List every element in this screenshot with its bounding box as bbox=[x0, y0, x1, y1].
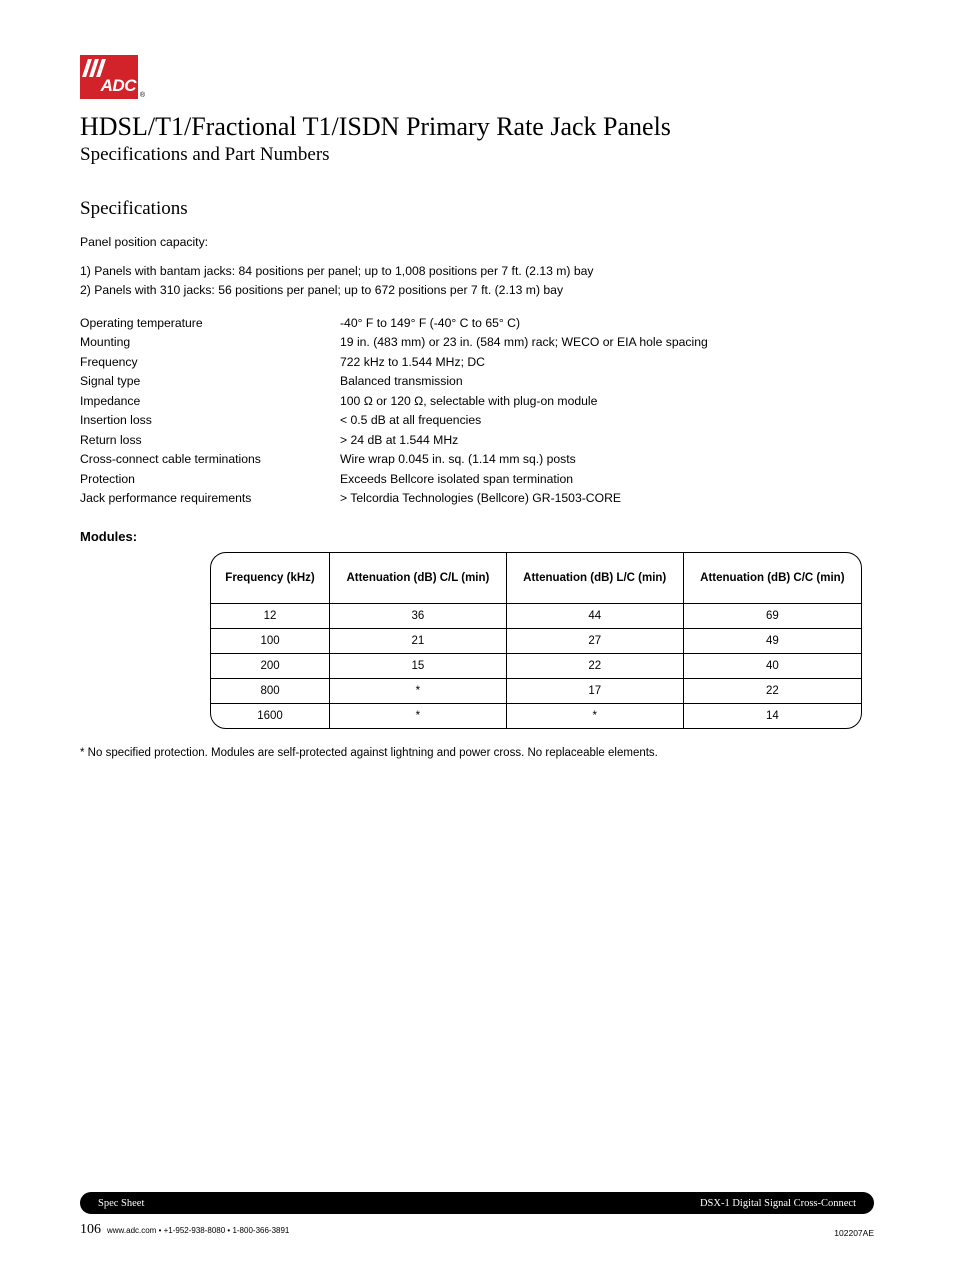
col-header: Attenuation (dB) C/C (min) bbox=[683, 553, 861, 604]
spec-label: Frequency bbox=[80, 353, 340, 373]
spec-value: Wire wrap 0.045 in. sq. (1.14 mm sq.) po… bbox=[340, 450, 874, 470]
spec-row: Cross-connect cable terminationsWire wra… bbox=[80, 450, 874, 470]
col-header: Frequency (kHz) bbox=[211, 553, 330, 604]
cell: 800 bbox=[211, 678, 330, 703]
spec-label: Operating temperature bbox=[80, 314, 340, 334]
spec-label: Return loss bbox=[80, 431, 340, 451]
spec-label: Protection bbox=[80, 470, 340, 490]
footer-left: Spec Sheet bbox=[98, 1198, 144, 1209]
spec-list: Operating temperature-40° F to 149° F (-… bbox=[80, 314, 874, 509]
col-header: Attenuation (dB) C/L (min) bbox=[330, 553, 507, 604]
capacity-list: 1) Panels with bantam jacks: 84 position… bbox=[80, 263, 874, 300]
adc-logo: ADC ® bbox=[80, 55, 138, 99]
page-number: 106 bbox=[80, 1222, 101, 1238]
cell: 12 bbox=[211, 603, 330, 628]
table-footnote: * No specified protection. Modules are s… bbox=[80, 745, 874, 761]
page-title: HDSL/T1/Fractional T1/ISDN Primary Rate … bbox=[80, 113, 874, 142]
table-header-row: Frequency (kHz) Attenuation (dB) C/L (mi… bbox=[211, 553, 861, 604]
spec-label: Impedance bbox=[80, 392, 340, 412]
pub-label: www.adc.com • +1-952-938-8080 • 1-800-36… bbox=[107, 1226, 289, 1235]
cell: 1600 bbox=[211, 703, 330, 728]
cell: 15 bbox=[330, 653, 507, 678]
cell: 44 bbox=[506, 603, 683, 628]
spec-row: Mounting19 in. (483 mm) or 23 in. (584 m… bbox=[80, 333, 874, 353]
table-row: 1600**14 bbox=[211, 703, 861, 728]
logo-stripes bbox=[85, 59, 103, 77]
spec-row: Impedance100 Ω or 120 Ω, selectable with… bbox=[80, 392, 874, 412]
cell: 22 bbox=[506, 653, 683, 678]
cell: 100 bbox=[211, 628, 330, 653]
table-row: 100212749 bbox=[211, 628, 861, 653]
spec-row: Return loss> 24 dB at 1.544 MHz bbox=[80, 431, 874, 451]
cell: 49 bbox=[683, 628, 861, 653]
spec-label: Jack performance requirements bbox=[80, 489, 340, 509]
intro-paragraph: Panel position capacity: bbox=[80, 234, 874, 251]
cell: * bbox=[330, 678, 507, 703]
cell: * bbox=[506, 703, 683, 728]
section-title: Specifications bbox=[80, 198, 874, 220]
registered-mark: ® bbox=[140, 92, 145, 99]
spec-label: Signal type bbox=[80, 372, 340, 392]
spec-value: > Telcordia Technologies (Bellcore) GR-1… bbox=[340, 489, 874, 509]
cell: 200 bbox=[211, 653, 330, 678]
spec-row: Insertion loss< 0.5 dB at all frequencie… bbox=[80, 411, 874, 431]
spec-row: ProtectionExceeds Bellcore isolated span… bbox=[80, 470, 874, 490]
table-row: 200152240 bbox=[211, 653, 861, 678]
spec-row: Frequency722 kHz to 1.544 MHz; DC bbox=[80, 353, 874, 373]
cell: * bbox=[330, 703, 507, 728]
page-number-block: 106 www.adc.com • +1-952-938-8080 • 1-80… bbox=[80, 1222, 289, 1238]
capacity-line: 1) Panels with bantam jacks: 84 position… bbox=[80, 263, 874, 280]
spec-value: -40° F to 149° F (-40° C to 65° C) bbox=[340, 314, 874, 334]
cell: 22 bbox=[683, 678, 861, 703]
table-row: 12364469 bbox=[211, 603, 861, 628]
cell: 17 bbox=[506, 678, 683, 703]
table-title: Modules: bbox=[80, 529, 874, 544]
cell: 40 bbox=[683, 653, 861, 678]
spec-value: < 0.5 dB at all frequencies bbox=[340, 411, 874, 431]
cell: 14 bbox=[683, 703, 861, 728]
footer-bar: Spec Sheet DSX-1 Digital Signal Cross-Co… bbox=[80, 1192, 874, 1214]
spec-value: 19 in. (483 mm) or 23 in. (584 mm) rack;… bbox=[340, 333, 874, 353]
spec-value: Balanced transmission bbox=[340, 372, 874, 392]
footer-right: DSX-1 Digital Signal Cross-Connect bbox=[700, 1198, 856, 1209]
spec-label: Cross-connect cable terminations bbox=[80, 450, 340, 470]
spec-row: Signal typeBalanced transmission bbox=[80, 372, 874, 392]
logo-text: ADC bbox=[101, 76, 136, 96]
cell: 69 bbox=[683, 603, 861, 628]
spec-value: > 24 dB at 1.544 MHz bbox=[340, 431, 874, 451]
spec-value: 722 kHz to 1.544 MHz; DC bbox=[340, 353, 874, 373]
table-row: 800*1722 bbox=[211, 678, 861, 703]
cell: 36 bbox=[330, 603, 507, 628]
cell: 27 bbox=[506, 628, 683, 653]
spec-label: Mounting bbox=[80, 333, 340, 353]
page-subtitle: Specifications and Part Numbers bbox=[80, 144, 874, 166]
spec-label: Insertion loss bbox=[80, 411, 340, 431]
spec-value: 100 Ω or 120 Ω, selectable with plug-on … bbox=[340, 392, 874, 412]
cell: 21 bbox=[330, 628, 507, 653]
spec-row: Jack performance requirements> Telcordia… bbox=[80, 489, 874, 509]
noise-table: Frequency (kHz) Attenuation (dB) C/L (mi… bbox=[210, 552, 862, 729]
spec-value: Exceeds Bellcore isolated span terminati… bbox=[340, 470, 874, 490]
capacity-line: 2) Panels with 310 jacks: 56 positions p… bbox=[80, 282, 874, 299]
date-code: 102207AE bbox=[834, 1228, 874, 1238]
col-header: Attenuation (dB) L/C (min) bbox=[506, 553, 683, 604]
page-root: ADC ® HDSL/T1/Fractional T1/ISDN Primary… bbox=[0, 0, 954, 1272]
spec-row: Operating temperature-40° F to 149° F (-… bbox=[80, 314, 874, 334]
